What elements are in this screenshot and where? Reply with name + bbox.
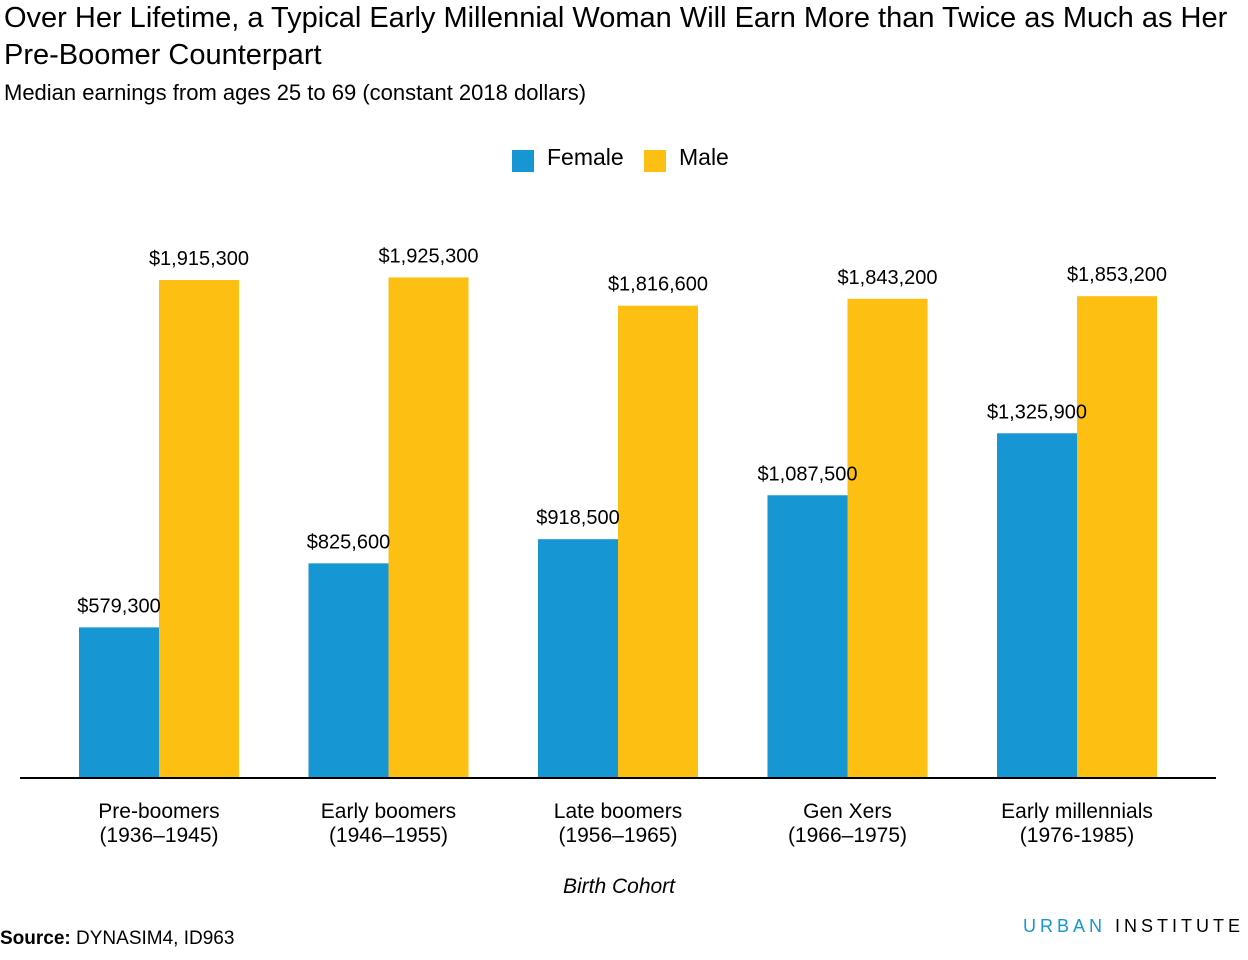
bar-male-late-boomers [618, 305, 698, 778]
x-tick-label-late-boomers: Late boomers [554, 800, 682, 823]
value-label-male-early-boomers: $1,925,300 [378, 245, 478, 267]
x-tick-label-gen-xers: Gen Xers [803, 800, 892, 823]
bar-male-early-boomers [388, 277, 469, 778]
x-tick-label-late-boomers-years: (1956–1965) [558, 824, 677, 847]
urban-institute-logo: URBAN INSTITUTE [1023, 916, 1244, 937]
source-text: DYNASIM4, ID963 [70, 928, 235, 949]
value-label-female-late-boomers: $918,500 [536, 507, 619, 529]
x-axis-title: Birth Cohort [563, 875, 676, 898]
x-tick-label-early-boomers: Early boomers [321, 800, 456, 823]
bar-female-late-boomers [538, 539, 618, 778]
brand-urban: URBAN [1022, 916, 1106, 936]
x-tick-label-early-millennials: Early millennials [1001, 800, 1153, 823]
bar-male-gen-xers [847, 298, 928, 778]
chart-subtitle: Median earnings from ages 25 to 69 (cons… [4, 80, 587, 105]
bar-male-early-millennials [1077, 296, 1157, 778]
value-label-male-early-millennials: $1,853,200 [1067, 264, 1167, 286]
source-label: Source: [0, 928, 71, 949]
value-label-female-gen-xers: $1,087,500 [757, 463, 857, 485]
x-tick-label-gen-xers-years: (1966–1975) [788, 824, 907, 847]
value-label-female-early-boomers: $825,600 [307, 531, 390, 553]
value-label-male-late-boomers: $1,816,600 [608, 274, 708, 296]
value-label-male-gen-xers: $1,843,200 [837, 267, 937, 289]
chart-title: Over Her Lifetime, a Typical Early Mille… [4, 2, 1228, 71]
brand-institute: INSTITUTE [1106, 916, 1244, 936]
value-label-male-pre-boomers: $1,915,300 [149, 248, 249, 270]
x-tick-label-early-millennials-years: (1976-1985) [1020, 824, 1134, 847]
x-tick-label-pre-boomers-years: (1936–1945) [99, 824, 218, 847]
source-note: Source: DYNASIM4, ID963 [0, 928, 234, 950]
bar-female-pre-boomers [79, 627, 159, 778]
x-tick-label-early-boomers-years: (1946–1955) [329, 824, 448, 847]
bar-male-pre-boomers [159, 280, 239, 778]
bar-female-early-millennials [997, 433, 1077, 778]
bar-female-gen-xers [767, 495, 848, 778]
x-tick-labels-group: Pre-boomers(1936–1945) Early boomers(1946… [98, 800, 1153, 847]
legend-swatch-male [644, 150, 666, 172]
value-labels-group: $579,300 $1,915,300 $825,600 $1,925,300 $918… [77, 245, 1167, 617]
bar-chart: $579,300 $1,915,300 $825,600 $1,925,300 $918… [20, 245, 1216, 898]
value-label-female-pre-boomers: $579,300 [77, 595, 160, 617]
value-label-female-early-millennials: $1,325,900 [987, 401, 1087, 423]
legend-swatch-female [512, 150, 534, 172]
bars-group [79, 277, 1157, 778]
legend: Female Male [0, 144, 1248, 174]
x-tick-label-pre-boomers: Pre-boomers [98, 800, 219, 823]
bar-female-early-boomers [308, 563, 389, 778]
legend-label-male: Male [679, 144, 729, 170]
legend-label-female: Female [547, 144, 624, 170]
